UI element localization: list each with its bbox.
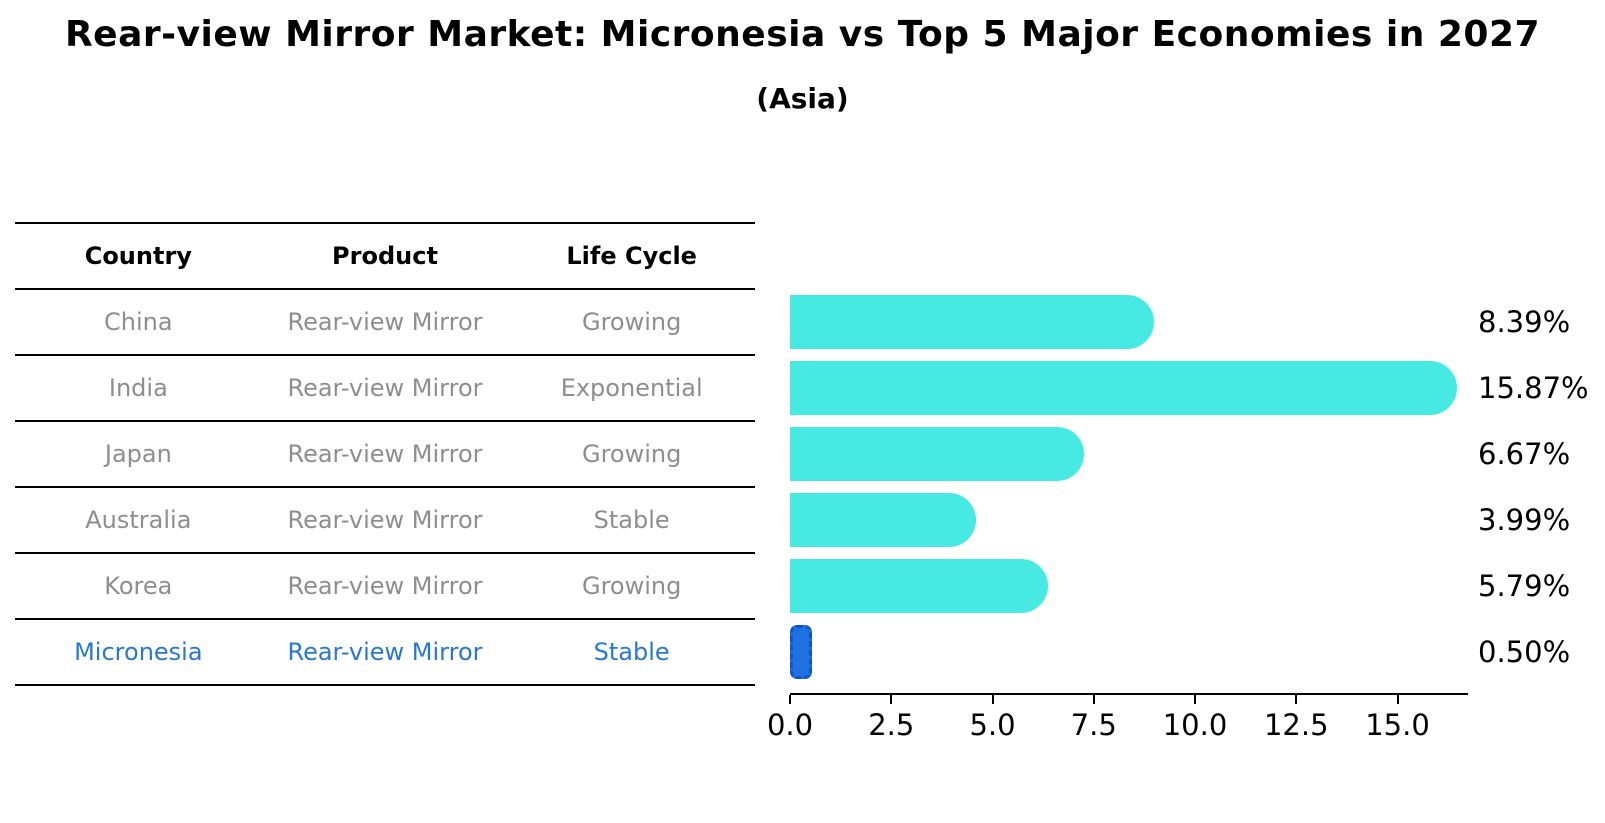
table-row: India Rear-view Mirror Exponential [15, 356, 755, 422]
cell-country: Japan [104, 440, 172, 468]
cell-product: Rear-view Mirror [287, 638, 483, 666]
column-header-product: Product [332, 242, 438, 270]
value-label-india: 15.87% [1478, 371, 1589, 405]
cell-life-cycle: Growing [581, 440, 682, 468]
x-axis-tick-label: 7.5 [1070, 708, 1117, 742]
table-header-row: Country Product Life Cycle [15, 224, 755, 290]
x-axis-tick-label: 15.0 [1365, 708, 1430, 742]
cell-life-cycle: Growing [581, 308, 682, 336]
cell-product: Rear-view Mirror [287, 440, 483, 468]
x-axis-tick-label: 2.5 [868, 708, 915, 742]
x-axis-tick-mark [1092, 695, 1095, 704]
column-header-life-cycle: Life Cycle [566, 242, 697, 270]
value-label-korea: 5.79% [1478, 569, 1571, 603]
x-axis-tick-label: 0.0 [766, 708, 814, 742]
cell-product: Rear-view Mirror [287, 506, 483, 534]
table-row: Australia Rear-view Mirror Stable [15, 488, 755, 554]
cell-life-cycle: Stable [593, 638, 670, 666]
cell-life-cycle: Stable [593, 506, 670, 534]
table-row: Japan Rear-view Mirror Growing [15, 422, 755, 488]
value-label-australia: 3.99% [1478, 503, 1571, 537]
x-axis-tick-mark [890, 695, 893, 704]
cell-product: Rear-view Mirror [287, 374, 483, 402]
bar-india [790, 361, 1457, 415]
chart-title: Rear-view Mirror Market: Micronesia vs T… [64, 14, 1541, 55]
x-axis-tick-mark [1295, 695, 1298, 704]
x-axis-tick-label: 5.0 [969, 708, 1016, 742]
column-header-country: Country [84, 242, 192, 270]
table-row: Micronesia Rear-view Mirror Stable [15, 620, 755, 686]
country-table: Country Product Life Cycle China Rear-vie… [15, 222, 755, 686]
cell-product: Rear-view Mirror [287, 308, 483, 336]
cell-country: India [108, 374, 168, 402]
x-axis-tick-mark [991, 695, 994, 704]
table-row: Korea Rear-view Mirror Growing [15, 554, 755, 620]
cell-country: Micronesia [74, 638, 203, 666]
bar-korea [790, 559, 1048, 613]
x-axis-tick-mark [1194, 695, 1196, 704]
bar-australia [790, 493, 976, 547]
cell-life-cycle: Exponential [560, 374, 703, 402]
value-label-japan: 6.67% [1478, 437, 1571, 471]
x-axis-tick-mark [789, 695, 791, 704]
bar-micronesia [790, 625, 812, 679]
cell-life-cycle: Growing [581, 572, 682, 600]
bar-china [790, 295, 1154, 349]
cell-product: Rear-view Mirror [287, 572, 483, 600]
x-axis-tick-label: 12.5 [1263, 708, 1329, 742]
x-axis-tick-mark [1396, 695, 1399, 704]
table-row: China Rear-view Mirror Growing [15, 290, 755, 356]
cell-country: Korea [104, 572, 173, 600]
value-label-china: 8.39% [1478, 305, 1571, 339]
cell-country: China [104, 308, 173, 336]
x-axis-line [790, 693, 1468, 695]
chart-subtitle: (Asia) [756, 82, 849, 115]
x-axis-tick-label: 10.0 [1162, 708, 1228, 742]
bar-japan [790, 427, 1084, 481]
cell-country: Australia [85, 506, 192, 534]
value-label-micronesia: 0.50% [1478, 635, 1571, 669]
